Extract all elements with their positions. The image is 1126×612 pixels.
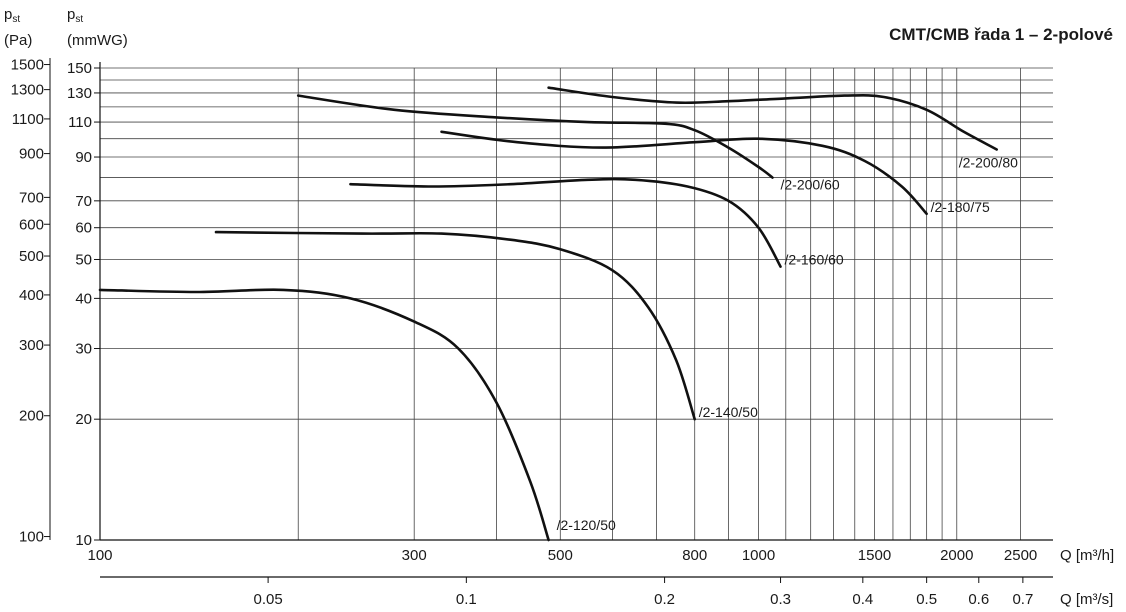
y-right-tick-label: 110: [68, 114, 92, 131]
y-right-unit: (mmWG): [67, 32, 128, 49]
x-tick-label: 500: [548, 547, 573, 564]
x-second-tick-label: 0.3: [770, 591, 791, 608]
fan-curves: [98, 86, 998, 542]
x-tick-label: 1500: [858, 547, 891, 564]
x-tick-label: 2500: [1004, 547, 1037, 564]
x-tick-label: 800: [682, 547, 707, 564]
y-right-tick-label: 70: [75, 193, 92, 210]
curve-2-18075: [440, 130, 928, 216]
y-left-tick-label: 100: [19, 529, 44, 546]
y-left-tick-label: 700: [19, 189, 44, 206]
curve-2-14050: [214, 230, 696, 421]
y-left-tick-label: 300: [19, 337, 44, 354]
y-left-tick-label: 1500: [11, 57, 44, 74]
y-right-tick-label: 20: [75, 411, 92, 428]
y-left-tick-label: 500: [19, 248, 44, 265]
y-left-tick-label: 900: [19, 146, 44, 163]
chart-title: CMT/CMB řada 1 – 2-polové: [889, 25, 1113, 44]
curve-2-20080: [547, 86, 998, 151]
y-right-tick-label: 90: [75, 149, 92, 166]
x-tick-label: 2000: [940, 547, 973, 564]
y-right-tick-label: 10: [75, 532, 92, 549]
grid: [100, 68, 1053, 540]
y-right-label-sub: st: [75, 14, 83, 25]
y-right-tick-label: 40: [75, 290, 92, 307]
curve-label: /2-140/50: [699, 404, 758, 420]
tick-labels: 150 130 110 90 70 60 50 40 30 20 10 1500 1300 1100 900…: [11, 57, 1115, 608]
y-right-tick-label: 60: [75, 220, 92, 237]
y-right-axis-label: pst (mmWG): [67, 6, 128, 49]
x-second-tick-label: 0.05: [254, 591, 283, 608]
x-tick-label: 300: [402, 547, 427, 564]
curve-label: /2-200/60: [780, 177, 839, 193]
x-second-tick-label: 0.5: [916, 591, 937, 608]
y-left-label-sub: st: [12, 14, 20, 25]
curve-2-20060: [296, 94, 774, 179]
curve-labels: /2-120/50/2-140/50/2-160/60/2-180/75/2-2…: [557, 154, 1018, 533]
axes: [44, 58, 1053, 583]
curve-label: /2-120/50: [557, 517, 616, 533]
x-tick-label: 100: [87, 547, 112, 564]
y-right-tick-label: 150: [67, 60, 92, 77]
y-left-label-main: p: [4, 6, 12, 23]
x-second-tick-label: 0.6: [968, 591, 989, 608]
curve-2-16060: [349, 177, 782, 268]
curve-2-12050: [98, 288, 550, 542]
y-right-tick-label: 50: [75, 251, 92, 268]
y-left-tick-label: 1300: [11, 82, 44, 99]
y-right-label-main: p: [67, 6, 75, 23]
x-second-tick-label: 0.1: [456, 591, 477, 608]
y-left-axis-label: pst (Pa): [4, 6, 32, 49]
x-tick-label: 1000: [742, 547, 775, 564]
y-left-tick-label: 1100: [12, 111, 44, 128]
x-second-tick-label: 0.2: [654, 591, 675, 608]
curve-label: /2-160/60: [785, 252, 844, 268]
x-second-tick-label: 0.7: [1012, 591, 1033, 608]
curve-label: /2-180/75: [931, 199, 990, 215]
svg-text:pst: pst: [4, 6, 20, 25]
x-second-tick-label: 0.4: [852, 591, 873, 608]
curve-label: /2-200/80: [959, 154, 1018, 170]
y-right-tick-label: 130: [67, 85, 92, 102]
y-right-tick-label: 30: [75, 341, 92, 358]
y-left-unit: (Pa): [4, 32, 32, 49]
y-left-tick-label: 200: [19, 408, 44, 425]
svg-text:pst: pst: [67, 6, 83, 25]
x-second-axis-label: Q [m³/s]: [1060, 591, 1113, 608]
x-axis-label: Q [m³/h]: [1060, 547, 1114, 564]
y-left-tick-label: 600: [19, 216, 44, 233]
y-left-tick-label: 400: [19, 287, 44, 304]
